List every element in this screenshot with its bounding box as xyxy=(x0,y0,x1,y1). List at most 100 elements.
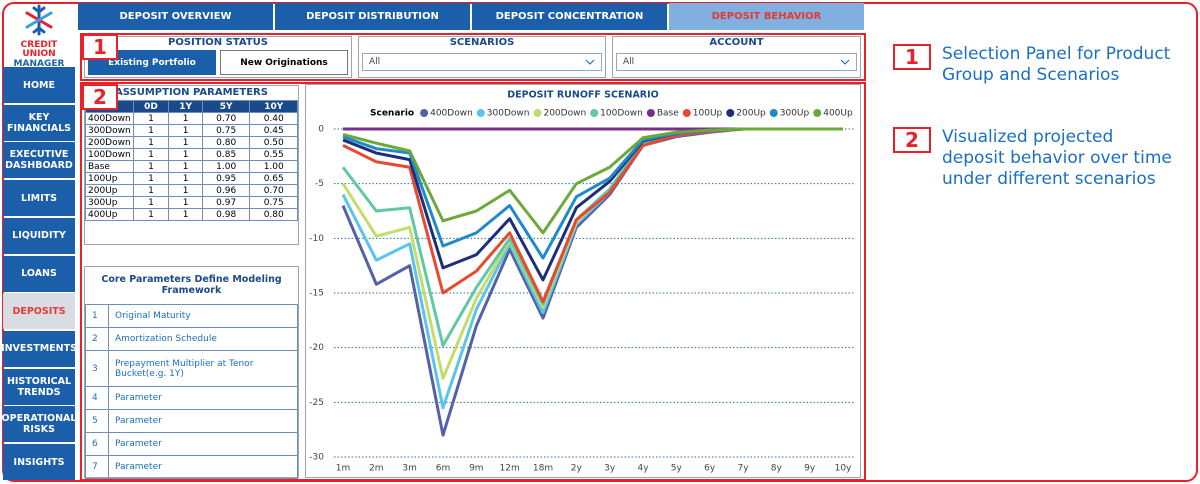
legend-dot xyxy=(590,109,599,117)
table-cell: 1 xyxy=(132,148,170,161)
row-number: 4 xyxy=(85,386,109,410)
legend-dot xyxy=(813,109,822,117)
tab[interactable]: DEPOSIT BEHAVIOR xyxy=(669,3,864,30)
table-row: 100Up 1 1 0.95 0.65 xyxy=(85,172,298,185)
table-row: 400Down 1 1 0.70 0.40 xyxy=(85,112,298,125)
nav-item[interactable]: LIMITS xyxy=(3,180,75,217)
table-cell: 1 xyxy=(168,184,203,197)
nav-item[interactable]: EXECUTIVE DASHBOARD xyxy=(3,142,75,179)
table-row: 300Down 1 1 0.75 0.45 xyxy=(85,124,298,137)
table-cell: 200Up xyxy=(85,184,134,197)
nav-item[interactable]: HOME xyxy=(3,67,75,103)
nav-item[interactable]: LOANS xyxy=(3,255,75,292)
table-cell: 1 xyxy=(132,124,170,137)
tab[interactable]: DEPOSIT OVERVIEW xyxy=(78,3,273,30)
selection-panel xyxy=(80,33,866,81)
table-cell: 100Up xyxy=(85,172,134,185)
table-cell: 1 xyxy=(168,196,203,209)
legend-title: Scenario xyxy=(370,109,414,119)
content-panel xyxy=(80,82,866,481)
dropdown-value: All xyxy=(369,57,381,67)
nav-item[interactable]: OPERATIONAL RISKS xyxy=(2,406,76,443)
legend-label: 400Up xyxy=(823,109,853,119)
table-cell: 0.40 xyxy=(249,112,298,125)
dropdown[interactable]: All xyxy=(362,53,602,71)
series-line xyxy=(342,127,843,304)
x-tick-label: 6m xyxy=(436,464,451,474)
legend-label: 400Down xyxy=(430,109,473,119)
x-tick-label: 6y xyxy=(704,464,716,474)
option-button[interactable]: Existing Portfolio xyxy=(88,50,216,75)
logo: CREDIT UNION MANAGER xyxy=(3,3,75,69)
row-number: 6 xyxy=(85,432,109,456)
table-cell: 1.00 xyxy=(249,160,298,173)
table-cell: 1 xyxy=(132,184,170,197)
table-cell: 200Down xyxy=(85,136,134,149)
x-tick-label: 3m xyxy=(402,464,417,474)
table-cell: 1 xyxy=(132,160,170,173)
row-number: 1 xyxy=(85,304,109,328)
scenarios-filter: SCENARIOS All xyxy=(358,36,606,78)
table-cell: 1 xyxy=(168,124,203,137)
table-cell: 1 xyxy=(132,112,170,125)
y-tick-label: -5 xyxy=(315,179,324,189)
x-tick-label: 7y xyxy=(737,464,749,474)
table-cell: 1 xyxy=(168,208,203,221)
table-cell: 0.95 xyxy=(201,172,251,185)
nav-item[interactable]: INVESTMENTS xyxy=(1,330,77,367)
table-cell: 0.70 xyxy=(201,112,251,125)
dropdown-value: All xyxy=(623,57,635,67)
chart-title: DEPOSIT RUNOFF SCENARIO xyxy=(507,90,658,101)
table-cell: 0.85 xyxy=(201,148,251,161)
table-cell: 400Down xyxy=(85,112,134,125)
nav-item[interactable]: DEPOSITS xyxy=(3,293,75,330)
nav-item[interactable]: KEY FINANCIALS xyxy=(3,104,75,141)
callout-text: Selection Panel for Product Group and Sc… xyxy=(942,44,1171,85)
legend-dot xyxy=(682,109,691,117)
dropdown[interactable]: All xyxy=(616,53,857,71)
panel-marker: 1 xyxy=(82,34,118,60)
row-text: Prepayment Multiplier at Tenor Bucket(e.… xyxy=(108,350,298,387)
table-row: Base 1 1 1.00 1.00 xyxy=(85,160,298,173)
chevron xyxy=(585,59,595,65)
legend-label: 100Up xyxy=(693,109,723,119)
table-cell: 1 xyxy=(168,148,203,161)
nav-item[interactable]: HISTORICAL TRENDS xyxy=(3,368,75,405)
table-row: 1 Original Maturity xyxy=(85,304,298,328)
logo-icon xyxy=(25,4,53,36)
legend-label: 300Up xyxy=(780,109,810,119)
row-text: Original Maturity xyxy=(108,304,298,328)
nav-item[interactable]: LIQUIDITY xyxy=(3,217,75,254)
x-tick-label: 8y xyxy=(771,464,783,474)
x-tick-label: 10y xyxy=(835,464,852,474)
account-filter: ACCOUNT All xyxy=(612,36,861,78)
table-cell: 100Down xyxy=(85,148,134,161)
table-row: 5 Parameter xyxy=(85,409,298,433)
header-cell: 0D xyxy=(132,100,170,113)
x-tick-label: 18m xyxy=(533,464,553,474)
table-cell: 1 xyxy=(132,172,170,185)
header-cell: 1Y xyxy=(168,100,203,113)
logo-line1: CREDIT UNION xyxy=(20,40,58,59)
row-text: Amortization Schedule xyxy=(108,327,298,351)
y-tick-label: -20 xyxy=(309,343,324,353)
tab[interactable]: DEPOSIT CONCENTRATION xyxy=(472,3,667,30)
position-status-title: POSITION STATUS xyxy=(168,37,268,48)
table-title: ASSUMPTION PARAMETERS xyxy=(115,87,268,98)
y-tick-label: -10 xyxy=(309,234,324,244)
panel-marker: 2 xyxy=(82,84,118,110)
legend-dot xyxy=(726,109,735,117)
legend-label: Base xyxy=(657,109,679,119)
header-cell: 5Y xyxy=(201,100,251,113)
y-tick-label: -15 xyxy=(309,289,324,299)
table-row: 400Up 1 1 0.98 0.80 xyxy=(85,208,298,221)
option-button[interactable]: New Originations xyxy=(220,50,348,75)
nav-item[interactable]: INSIGHTS xyxy=(3,444,75,480)
table-cell: 400Up xyxy=(85,208,134,221)
x-tick-label: 5y xyxy=(671,464,683,474)
legend-label: 200Down xyxy=(543,109,586,119)
tab[interactable]: DEPOSIT DISTRIBUTION xyxy=(275,3,470,30)
table-cell: 1.00 xyxy=(201,160,251,173)
table-cell: 0.75 xyxy=(201,124,251,137)
